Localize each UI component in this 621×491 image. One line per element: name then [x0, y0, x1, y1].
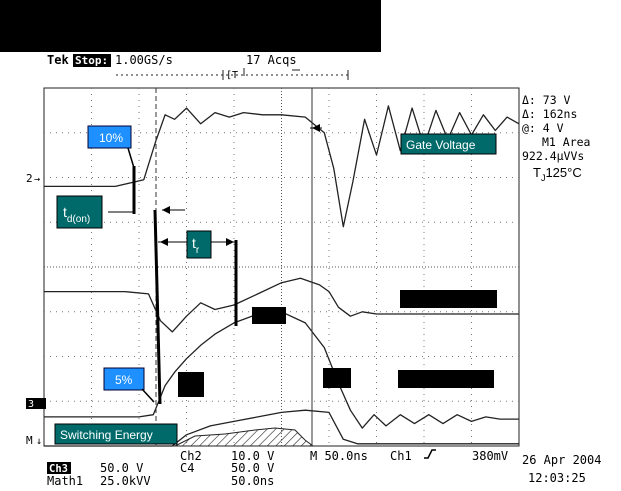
trigger-position-bracket [116, 68, 349, 80]
timebase-label: M 50.0ns [310, 449, 368, 463]
switching-energy-box [54, 423, 178, 445]
redaction-block [178, 372, 204, 397]
svg-text:M1 Area: M1 Area [542, 135, 590, 149]
date-label: 26 Apr 2004 [522, 453, 601, 467]
td-on-box [56, 195, 103, 229]
math-marker: M [26, 434, 33, 447]
run-state-label: Stop: [75, 54, 108, 67]
ch3-marker-label: 3 [28, 399, 34, 410]
temperature-label: TJ125°C [533, 165, 582, 183]
brand-label: Tek [47, 53, 69, 67]
ch2-marker-arrow: → [34, 174, 40, 185]
trigger-slope-icon [424, 449, 436, 459]
switching-energy-label: Switching Energy [60, 428, 153, 442]
pct10-box [87, 125, 132, 149]
measurement-readout: Δ: 73 V Δ: 162ns @: 4 V M1 Area 922.4μVV… [522, 93, 590, 163]
redaction-block [252, 307, 286, 324]
acquisitions-label: 17 Acqs [246, 53, 297, 67]
gate-voltage-box [400, 133, 497, 155]
svg-text:Δ: 162ns: Δ: 162ns [522, 107, 577, 121]
redaction-block [400, 290, 497, 308]
math-time: 50.0ns [231, 474, 274, 488]
header-redaction [0, 0, 381, 52]
ch2-scale: 10.0 V [231, 449, 274, 463]
ch3-scale: 50.0 V [100, 461, 143, 475]
ch3-badge-label: Ch3 [49, 463, 68, 475]
c4-scale: 50.0 V [231, 461, 274, 475]
tr-box [186, 230, 212, 259]
redaction-block [323, 368, 351, 388]
pct5-box [103, 367, 145, 391]
trace-series-2 [44, 277, 519, 333]
ch3-badge [47, 462, 71, 474]
td-on-label: td(on) [63, 204, 90, 225]
ch3-marker [26, 398, 46, 409]
tr-label: tr [192, 235, 200, 256]
redaction-block [398, 370, 494, 388]
math-scale: 25.0kVV [100, 474, 151, 488]
svg-text:@: 4 V: @: 4 V [522, 121, 564, 135]
math-label: Math1 [47, 474, 83, 488]
trace-series-4 [44, 409, 519, 447]
trigger-channel: Ch1 [390, 449, 412, 463]
c4-label: C4 [180, 461, 194, 475]
pct5-label: 5% [115, 373, 133, 387]
trigger-level: 380mV [472, 449, 508, 463]
sample-rate-label: 1.00GS/s [115, 53, 173, 67]
trace-series-1 [44, 105, 520, 228]
ch2-label: Ch2 [180, 449, 202, 463]
svg-text:922.4μVVs: 922.4μVVs [522, 149, 584, 163]
pct10-label: 10% [99, 131, 123, 145]
gate-voltage-label: Gate Voltage [406, 138, 476, 152]
math-marker-arrow: ↓ [36, 436, 42, 447]
switching-energy-area [174, 427, 315, 447]
trigger-bracket-text: [T [226, 70, 238, 81]
run-state-badge [73, 54, 111, 67]
time-label: 12:03:25 [528, 471, 586, 485]
svg-text:Δ: 73 V: Δ: 73 V [522, 93, 571, 107]
ch2-marker: 2 [26, 172, 33, 185]
